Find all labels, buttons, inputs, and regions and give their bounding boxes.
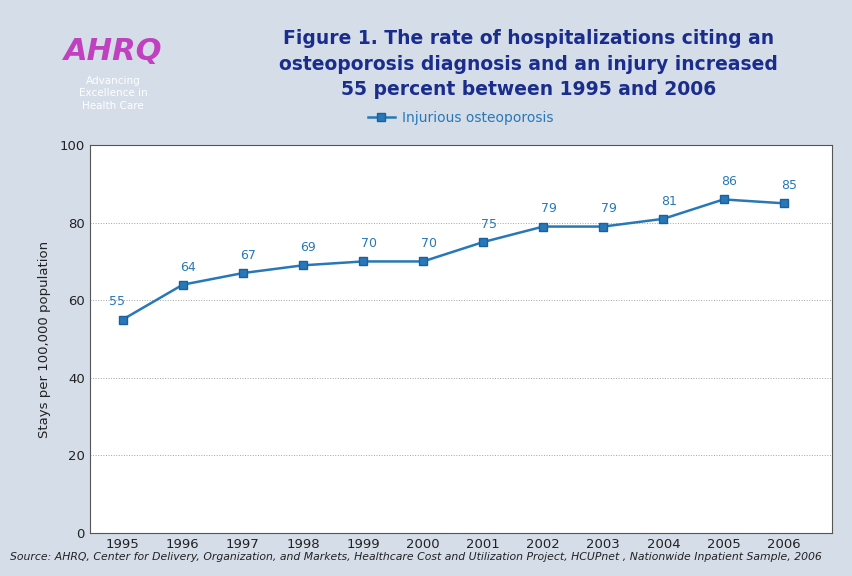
Text: 64: 64 xyxy=(180,260,196,274)
Legend: Injurious osteoporosis: Injurious osteoporosis xyxy=(361,105,559,131)
Text: AHRQ: AHRQ xyxy=(64,37,162,66)
Text: 70: 70 xyxy=(360,237,376,251)
Injurious osteoporosis xyxy=(297,262,308,269)
Injurious osteoporosis xyxy=(597,223,607,230)
Injurious osteoporosis xyxy=(778,200,788,207)
Text: Advancing
Excellence in
Health Care: Advancing Excellence in Health Care xyxy=(78,76,147,111)
Text: Source: AHRQ, Center for Delivery, Organization, and Markets, Healthcare Cost an: Source: AHRQ, Center for Delivery, Organ… xyxy=(10,552,821,562)
Text: 55: 55 xyxy=(109,295,125,309)
Text: 75: 75 xyxy=(481,218,496,231)
Text: Figure 1. The rate of hospitalizations citing an
osteoporosis diagnosis and an i: Figure 1. The rate of hospitalizations c… xyxy=(279,29,777,100)
Injurious osteoporosis xyxy=(717,196,728,203)
Text: 79: 79 xyxy=(601,202,616,215)
Y-axis label: Stays per 100,000 population: Stays per 100,000 population xyxy=(38,240,51,438)
Injurious osteoporosis xyxy=(238,270,248,276)
Text: 79: 79 xyxy=(540,202,556,215)
Injurious osteoporosis xyxy=(417,258,428,265)
Text: 67: 67 xyxy=(240,249,256,262)
Text: 70: 70 xyxy=(420,237,436,251)
Injurious osteoporosis xyxy=(118,316,128,323)
Injurious osteoporosis xyxy=(477,238,487,245)
Text: 85: 85 xyxy=(780,179,797,192)
Injurious osteoporosis xyxy=(358,258,368,265)
Text: 86: 86 xyxy=(720,175,736,188)
Text: 81: 81 xyxy=(660,195,676,208)
Injurious osteoporosis xyxy=(177,281,187,288)
Injurious osteoporosis xyxy=(538,223,548,230)
Line: Injurious osteoporosis: Injurious osteoporosis xyxy=(118,195,787,324)
Injurious osteoporosis xyxy=(658,215,668,222)
Text: 69: 69 xyxy=(300,241,316,254)
